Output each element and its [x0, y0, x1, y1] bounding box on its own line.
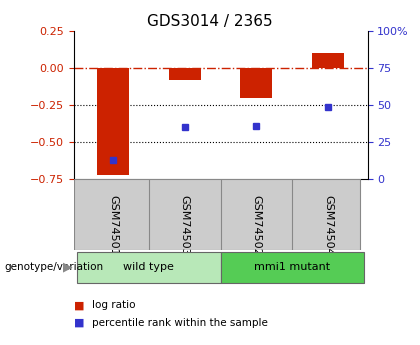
Text: GDS3014 / 2365: GDS3014 / 2365 [147, 14, 273, 29]
Text: ▶: ▶ [63, 260, 73, 273]
FancyBboxPatch shape [220, 252, 364, 283]
Text: ■: ■ [74, 318, 84, 327]
Bar [312, 53, 344, 68]
Bar [168, 68, 201, 80]
Text: GSM74503: GSM74503 [180, 195, 190, 256]
Text: GSM74501: GSM74501 [108, 195, 118, 256]
Text: percentile rank within the sample: percentile rank within the sample [92, 318, 268, 327]
Text: log ratio: log ratio [92, 300, 136, 310]
Text: GSM74504: GSM74504 [323, 195, 333, 256]
Bar [240, 68, 273, 98]
FancyBboxPatch shape [77, 252, 220, 283]
Text: GSM74502: GSM74502 [251, 195, 261, 256]
Text: genotype/variation: genotype/variation [4, 262, 103, 272]
Text: ■: ■ [74, 300, 84, 310]
FancyBboxPatch shape [74, 179, 360, 250]
Text: mmi1 mutant: mmi1 mutant [254, 262, 330, 272]
Bar [97, 68, 129, 175]
Text: wild type: wild type [123, 262, 174, 272]
